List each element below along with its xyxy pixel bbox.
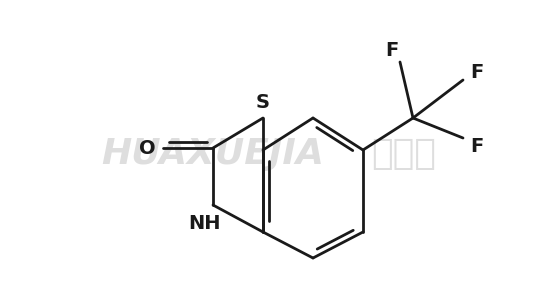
Text: F: F [470,63,484,82]
Text: F: F [385,40,399,59]
Text: F: F [470,136,484,156]
Text: S: S [256,92,270,111]
Text: 化学加: 化学加 [371,137,436,171]
Text: NH: NH [189,213,221,233]
Text: O: O [139,139,155,157]
Text: HUAXUEJIA: HUAXUEJIA [101,137,324,171]
